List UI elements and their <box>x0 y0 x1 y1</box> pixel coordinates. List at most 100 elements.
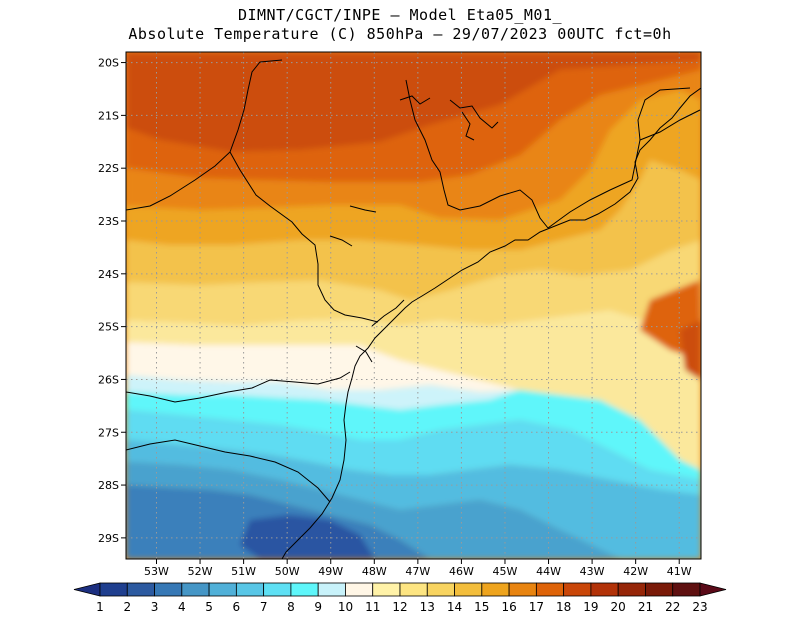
colorbar-label: 13 <box>420 600 435 614</box>
colorbar-label: 9 <box>314 600 322 614</box>
colorbar-swatch <box>454 582 483 597</box>
colorbar-label: 20 <box>611 600 626 614</box>
colorbar-swatch <box>181 582 210 597</box>
colorbar-label: 12 <box>392 600 407 614</box>
colorbar-swatch <box>399 582 428 597</box>
lon-tick-label: 48W <box>362 565 387 578</box>
colorbar-swatch <box>508 582 537 597</box>
colorbar-label: 7 <box>260 600 268 614</box>
field-band-18 <box>126 60 701 182</box>
border-sc-rs <box>126 439 331 503</box>
colorbar-label: 8 <box>287 600 295 614</box>
colorbar-swatch <box>535 582 565 597</box>
colorbar-swatch <box>235 582 265 597</box>
lat-tick-label: 29S <box>98 532 119 545</box>
lon-tick-label: 47W <box>405 565 430 578</box>
colorbar-label: 2 <box>123 600 131 614</box>
colorbar-swatch <box>154 582 183 597</box>
field-band-19 <box>126 52 701 152</box>
colorbar-swatch <box>617 582 646 597</box>
colorbar-label: 16 <box>501 600 516 614</box>
colorbar-label: 6 <box>233 600 241 614</box>
colorbar-swatch <box>372 582 401 597</box>
lon-tick-label: 50W <box>275 565 300 578</box>
river-tiete <box>329 205 377 247</box>
field-band-11 <box>126 375 520 410</box>
lon-tick-label: 49W <box>318 565 343 578</box>
reservoir-furnas <box>449 99 499 141</box>
plot-frame <box>125 51 702 560</box>
colorbar-swatch <box>426 582 455 597</box>
colorbar-under-arrow <box>73 582 101 597</box>
colorbar-label: 23 <box>692 600 707 614</box>
field-band-5 <box>240 515 375 559</box>
lon-tick-label: 45W <box>493 565 518 578</box>
lat-tick-label: 24S <box>98 268 119 281</box>
colorbar-label: 3 <box>151 600 159 614</box>
lon-tick-label: 46W <box>449 565 474 578</box>
lat-tick-label: 27S <box>98 426 119 439</box>
colorbar-label: 5 <box>205 600 213 614</box>
colorbar-over-arrow <box>699 582 727 597</box>
lon-tick-label: 53W <box>144 565 169 578</box>
colorbar-label: 17 <box>529 600 544 614</box>
colorbar-swatch <box>263 582 292 597</box>
colorbar-label: 21 <box>638 600 653 614</box>
colorbar-label: 14 <box>447 600 462 614</box>
lon-tick-label: 41W <box>667 565 692 578</box>
lon-tick-label: 44W <box>536 565 561 578</box>
border-mg-es <box>639 109 701 141</box>
lon-tick-label: 43W <box>580 565 605 578</box>
field-band-19-east <box>680 320 701 380</box>
lat-tick-label: 22S <box>98 162 119 175</box>
colorbar-swatch <box>645 582 674 597</box>
lat-tick-label: 21S <box>98 109 119 122</box>
colorbar-label: 10 <box>338 600 353 614</box>
border-mg-sp <box>405 79 549 229</box>
border-ms-sp <box>126 59 283 211</box>
border-pr-sc <box>126 371 351 403</box>
field-band-14 <box>126 240 701 330</box>
colorbar-swatch <box>672 582 701 597</box>
latitude-axis: 20S 21S 22S 23S 24S 25S 26S 27S 28S 29S <box>98 57 126 545</box>
field-band-15 <box>126 160 701 300</box>
field-band-13 <box>126 310 701 470</box>
colorbar-swatch <box>208 582 237 597</box>
colorbar-swatch <box>290 582 319 597</box>
colorbar-label: 18 <box>556 600 571 614</box>
chart-title-line1: DIMNT/CGCT/INPE – Model Eta05_M01_ <box>237 6 563 24</box>
lat-tick-label: 20S <box>98 57 119 70</box>
reservoir-grande <box>399 95 431 105</box>
lon-tick-label: 51W <box>231 565 256 578</box>
lagoon-paranagua <box>355 299 405 363</box>
colorbar-label: 15 <box>474 600 489 614</box>
lat-tick-label: 23S <box>98 215 119 228</box>
colorbar-swatch <box>126 582 155 597</box>
colorbar-swatch <box>590 582 619 597</box>
longitude-axis: 53W 52W 51W 50W 49W 48W 47W 46W 45W 44W 43W 42W 41W <box>144 559 692 578</box>
colorbar-swatch <box>345 582 374 597</box>
colorbar-label: 11 <box>365 600 380 614</box>
map-borders <box>126 59 701 559</box>
graticule <box>126 52 701 559</box>
field-band-16 <box>126 90 701 250</box>
field-band-17 <box>126 70 701 220</box>
colorbar-label: 19 <box>583 600 598 614</box>
lon-tick-label: 52W <box>188 565 213 578</box>
lat-tick-label: 28S <box>98 479 119 492</box>
lat-tick-label: 26S <box>98 373 119 386</box>
colorbar-swatch <box>563 582 592 597</box>
colorbar: 1 2 3 4 5 6 7 8 9 10 11 12 13 14 15 16 17 18 19 20 21 22 23 <box>73 582 727 614</box>
colorbar-label: 1 <box>96 600 104 614</box>
field-band-9 <box>126 410 701 495</box>
border-mg-rj <box>547 87 691 229</box>
colorbar-label: 22 <box>665 600 680 614</box>
colorbar-swatch <box>317 582 346 597</box>
colorbar-label: 4 <box>178 600 186 614</box>
lon-tick-label: 42W <box>623 565 648 578</box>
colorbar-swatch <box>481 582 510 597</box>
field-band-7 <box>126 462 620 559</box>
chart-title-line2: Absolute Temperature (C) 850hPa – 29/07/… <box>128 25 672 43</box>
lat-tick-label: 25S <box>98 321 119 334</box>
